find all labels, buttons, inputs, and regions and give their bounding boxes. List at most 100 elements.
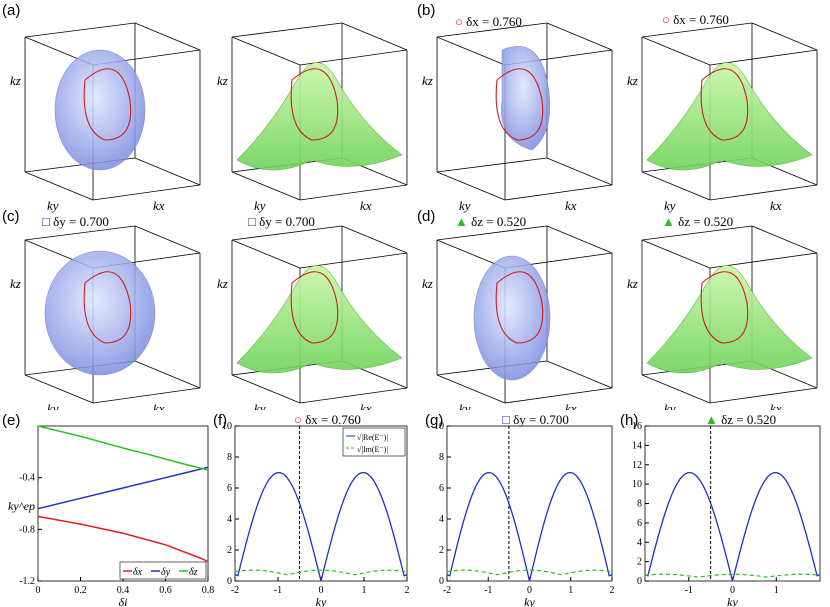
- cube-edge: [231, 225, 343, 241]
- y-tick-label: 2: [637, 557, 642, 568]
- cube-edge: [709, 184, 818, 201]
- cube-panel: kz ky kx: [422, 22, 613, 213]
- y-tick-label: -0.8: [19, 524, 35, 535]
- x-tick-label: 1: [568, 585, 573, 596]
- ky-axis-label: ky: [47, 401, 59, 410]
- cube-panel: kz ky kx: [217, 225, 408, 410]
- cube-edge: [231, 374, 301, 404]
- x-tick-label: 0: [319, 585, 324, 596]
- x-tick-label: -1: [685, 585, 693, 596]
- legend-label: δz: [189, 567, 198, 578]
- exceptional-line: [290, 68, 339, 141]
- ky-axis-label: ky: [254, 401, 266, 410]
- panel-label-b: (b): [417, 2, 436, 19]
- ky-axis-label: ky: [47, 198, 59, 213]
- y-tick-label: 12: [632, 460, 642, 471]
- annotation-d-right: ▲ δz = 0.520: [662, 214, 734, 229]
- x-axis-label: ky: [524, 595, 535, 607]
- cube-edge: [641, 225, 753, 241]
- cube-edge: [134, 360, 201, 389]
- exceptional-line: [495, 68, 544, 141]
- cube-panel: kz ky kx: [10, 225, 201, 410]
- kx-axis-label: kx: [770, 401, 782, 410]
- cube-edge: [641, 171, 711, 201]
- kz-axis-label: kz: [627, 73, 638, 88]
- y-tick-label: 4: [637, 537, 642, 548]
- legend-label: √|Im(E⁻)|: [357, 445, 388, 454]
- cube-edge: [341, 22, 408, 51]
- cube-edge: [504, 387, 613, 404]
- cube-edge: [641, 374, 711, 404]
- y-tick-label: 4: [439, 514, 444, 525]
- cube-edge: [24, 374, 94, 404]
- kz-axis-label: kz: [217, 276, 228, 291]
- y-tick-label: 10: [632, 479, 642, 490]
- cube-edge: [436, 22, 548, 38]
- annotation-b-right: ○ δx = 0.760: [662, 12, 729, 27]
- series-line: [37, 425, 209, 471]
- cube-edge: [231, 36, 301, 66]
- cube-edge: [24, 22, 136, 38]
- cube-edge: [436, 36, 506, 66]
- exceptional-line: [290, 271, 339, 344]
- y-tick-label: 10: [222, 421, 232, 432]
- y-tick-label: 4: [227, 514, 232, 525]
- annotation-b-left: ○ δx = 0.760: [455, 14, 522, 29]
- green-surface: [236, 62, 403, 171]
- cube-edge: [641, 36, 711, 66]
- cube-edge: [436, 374, 506, 404]
- legend-label: δx: [133, 567, 143, 578]
- exceptional-line: [83, 271, 132, 344]
- x-tick-label: 0: [730, 585, 735, 596]
- cube-edge: [641, 239, 711, 269]
- x-tick-label: 2: [610, 585, 615, 596]
- cube-panel: kz ky kx: [217, 22, 408, 213]
- surface-3d-panels: kz ky kx kz ky kx kz ky kx kz ky kx kz ky kx kz ky kx kz ky…: [10, 22, 818, 410]
- panel-label-e: (e): [2, 412, 21, 429]
- y-tick-label: 10: [434, 421, 444, 432]
- x-tick-label: 2: [405, 585, 410, 596]
- x-axis-label: δi: [119, 595, 128, 607]
- kz-axis-label: kz: [422, 276, 433, 291]
- y-tick-label: 6: [227, 483, 232, 494]
- series-line: [446, 471, 613, 582]
- kx-axis-label: kx: [770, 198, 782, 213]
- y-tick-label: 0: [637, 576, 642, 587]
- cube-edge: [436, 171, 506, 201]
- x-tick-label: -2: [231, 585, 239, 596]
- ky-axis-label: ky: [254, 198, 266, 213]
- cube-edge: [546, 157, 613, 186]
- legend-label: δy: [161, 567, 171, 578]
- x-tick-label: 0.8: [202, 585, 215, 596]
- blue-surface: [44, 250, 156, 376]
- ky-axis-label: ky: [459, 198, 471, 213]
- cube-edge: [546, 225, 613, 254]
- kz-axis-label: kz: [10, 73, 21, 88]
- legend: √|Re(E⁻)| √|Im(E⁻)|: [342, 427, 406, 457]
- annotation-c-left: □ δy = 0.700: [42, 214, 109, 229]
- ky-axis-label: ky: [459, 401, 471, 410]
- cube-edge: [24, 225, 136, 241]
- series-line: [37, 515, 209, 563]
- cube-edge: [24, 171, 94, 201]
- series-line: [234, 569, 408, 576]
- cube-edge: [92, 387, 201, 404]
- series-line: [644, 471, 821, 582]
- cube-panel: kz ky kx: [422, 225, 613, 410]
- kz-axis-label: kz: [627, 276, 638, 291]
- x-tick-label: 1: [362, 585, 367, 596]
- cube-edge: [641, 22, 753, 38]
- cube-edge: [751, 225, 818, 254]
- kx-axis-label: kx: [565, 401, 577, 410]
- x-tick-label: 0: [527, 585, 532, 596]
- legend-label: √|Re(E⁻)|: [357, 433, 388, 442]
- cube-edge: [299, 387, 408, 404]
- annotation-f: ○ δx = 0.760: [294, 412, 361, 427]
- panel-label-c: (c): [2, 208, 20, 225]
- blue-surface: [54, 49, 146, 171]
- green-surface: [236, 265, 403, 374]
- cube-edge: [546, 360, 613, 389]
- kz-axis-label: kz: [422, 73, 433, 88]
- cube-edge: [134, 225, 201, 254]
- panel-label-g: (g): [425, 412, 444, 429]
